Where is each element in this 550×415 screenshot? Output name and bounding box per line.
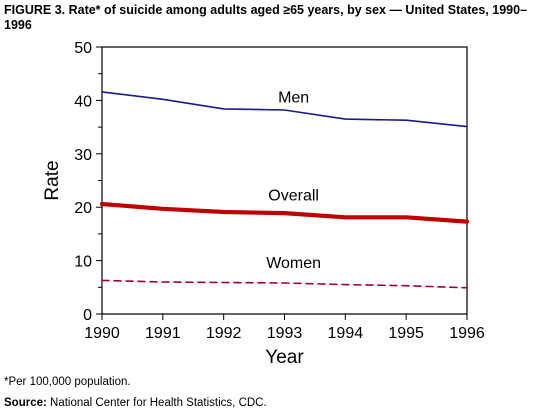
y-tick-label: 10 [74, 254, 92, 271]
y-tick-label: 50 [74, 40, 92, 57]
y-tick-label: 40 [74, 93, 92, 110]
x-tick-label: 1993 [267, 325, 303, 342]
x-tick-label: 1992 [206, 325, 242, 342]
source-text: National Center for Health Statistics, C… [46, 397, 267, 409]
series-label-layer: Men Overall Women [266, 90, 321, 273]
series-label-men: Men [278, 90, 309, 107]
x-tick-label: 1991 [145, 325, 181, 342]
x-tick-label: 1994 [328, 325, 364, 342]
x-axis-title: Year [265, 347, 304, 368]
x-tick-label: 1990 [84, 325, 120, 342]
series-label-overall: Overall [268, 187, 319, 204]
plot-frame [101, 46, 468, 315]
x-tick-label: 1996 [449, 325, 485, 342]
x-tick-label: 1995 [388, 325, 424, 342]
series-line-women [101, 279, 468, 289]
series-line-men [101, 91, 468, 128]
figure-title: FIGURE 3. Rate* of suicide among adults … [4, 3, 528, 32]
source-note: Source: National Center for Health Stati… [4, 397, 267, 409]
series-layer [99, 91, 470, 289]
source-label: Source: [4, 397, 47, 409]
series-line-overall [99, 201, 470, 224]
footnote: *Per 100,000 population. [4, 376, 131, 388]
series-label-women: Women [266, 255, 321, 272]
y-tick-label: 0 [83, 307, 92, 324]
chart-axes: 0 10 20 30 40 50 1990 1991 1992 1993 1994 1995 1996 Y… [42, 40, 485, 368]
y-tick-label: 30 [74, 147, 92, 164]
y-axis-title: Rate [42, 160, 63, 200]
y-tick-label: 20 [74, 200, 92, 217]
